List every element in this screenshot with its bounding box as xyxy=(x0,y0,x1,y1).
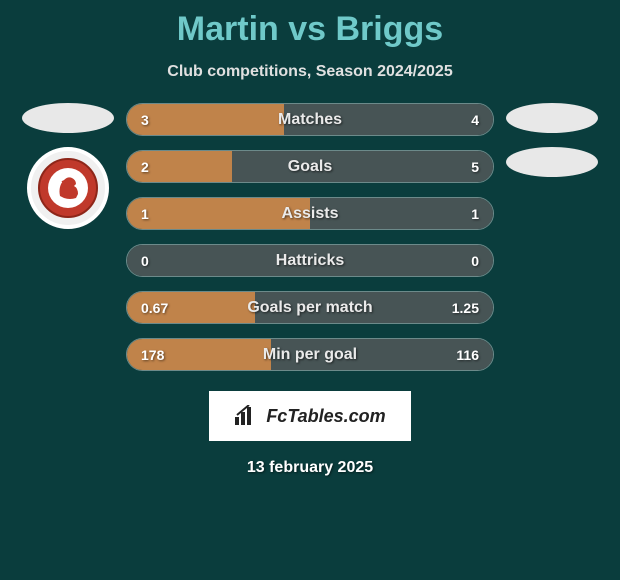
stat-value-left: 1 xyxy=(141,206,149,222)
brand-badge[interactable]: FcTables.com xyxy=(209,391,411,441)
card-date: 13 february 2025 xyxy=(0,459,620,477)
stat-name: Goals per match xyxy=(247,299,372,317)
right-side xyxy=(502,103,602,371)
player-left-placeholder xyxy=(22,103,114,133)
card-subtitle: Club competitions, Season 2024/2025 xyxy=(0,63,620,81)
stat-value-left: 0 xyxy=(141,253,149,269)
stat-bar: 1 1 Assists xyxy=(126,197,494,230)
stat-value-right: 5 xyxy=(471,159,479,175)
stat-bar: 2 5 Goals xyxy=(126,150,494,183)
stat-bars: 3 4 Matches 2 5 Goals 1 1 Assists 0 0 Hattricks 0.67… xyxy=(118,103,502,371)
brand-chart-icon xyxy=(234,405,260,427)
club-crest-left xyxy=(27,147,109,229)
left-side xyxy=(18,103,118,371)
stat-value-right: 116 xyxy=(456,347,479,363)
stat-value-right: 4 xyxy=(471,112,479,128)
comparison-card: Martin vs Briggs Club competitions, Seas… xyxy=(0,0,620,580)
stat-name: Matches xyxy=(278,111,342,129)
stat-value-right: 1 xyxy=(471,206,479,222)
stat-bar: 178 116 Min per goal xyxy=(126,338,494,371)
card-title: Martin vs Briggs xyxy=(0,0,620,49)
crest-inner xyxy=(38,158,98,218)
stat-bar: 3 4 Matches xyxy=(126,103,494,136)
stat-name: Hattricks xyxy=(276,252,344,270)
stat-value-right: 1.25 xyxy=(452,300,479,316)
stat-name: Min per goal xyxy=(263,346,357,364)
horse-icon xyxy=(46,166,90,210)
stat-value-left: 178 xyxy=(141,347,164,363)
stat-value-right: 0 xyxy=(471,253,479,269)
stat-bar: 0.67 1.25 Goals per match xyxy=(126,291,494,324)
stat-value-left: 3 xyxy=(141,112,149,128)
club-right-placeholder xyxy=(506,147,598,177)
brand-text: FcTables.com xyxy=(266,406,385,427)
stat-name: Goals xyxy=(288,158,332,176)
stat-value-left: 2 xyxy=(141,159,149,175)
stat-value-left: 0.67 xyxy=(141,300,168,316)
stat-bar: 0 0 Hattricks xyxy=(126,244,494,277)
player-right-placeholder xyxy=(506,103,598,133)
stat-name: Assists xyxy=(282,205,339,223)
content-row: 3 4 Matches 2 5 Goals 1 1 Assists 0 0 Hattricks 0.67… xyxy=(0,103,620,371)
